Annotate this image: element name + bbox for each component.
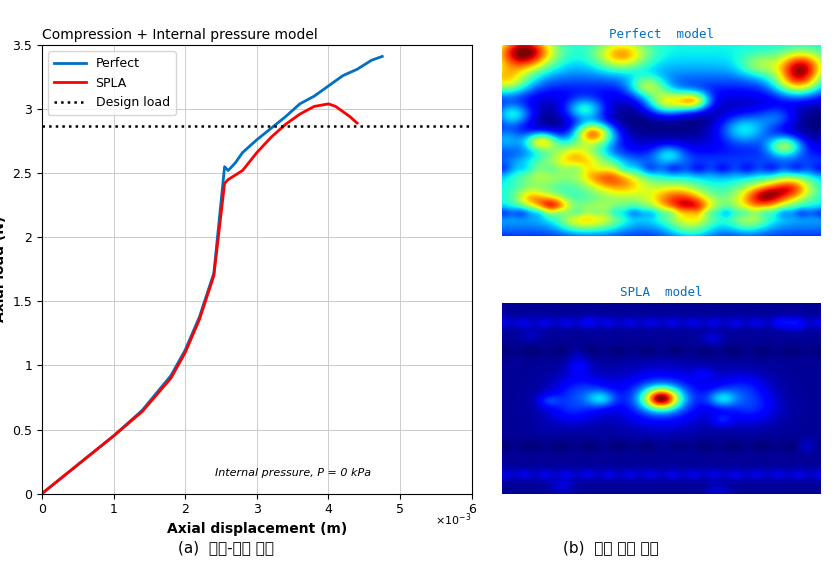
SPLA xyxy=(44,485,54,491)
SPLA xyxy=(330,103,340,110)
Perfect xyxy=(230,159,240,166)
Perfect xyxy=(194,314,204,320)
SPLA xyxy=(338,108,348,115)
Line: SPLA: SPLA xyxy=(42,104,357,494)
Perfect xyxy=(223,167,233,174)
Perfect xyxy=(219,163,229,170)
SPLA xyxy=(37,490,47,497)
Y-axis label: Axial load (N): Axial load (N) xyxy=(0,216,7,323)
SPLA xyxy=(280,121,290,128)
Perfect xyxy=(37,490,47,497)
SPLA xyxy=(194,316,204,323)
Text: Compression + Internal pressure model: Compression + Internal pressure model xyxy=(42,28,317,42)
Perfect xyxy=(79,456,89,462)
X-axis label: Axial displacement (m): Axial displacement (m) xyxy=(166,522,347,536)
Perfect xyxy=(280,113,290,120)
SPLA xyxy=(137,408,147,415)
Legend: Perfect, SPLA, Design load: Perfect, SPLA, Design load xyxy=(48,51,176,115)
SPLA xyxy=(180,350,190,356)
Perfect xyxy=(266,125,276,132)
Perfect xyxy=(109,433,119,439)
Perfect xyxy=(366,57,376,63)
Perfect xyxy=(252,136,262,143)
Text: (b)  전역 좌굴 형상: (b) 전역 좌굴 형상 xyxy=(563,540,658,555)
SPLA xyxy=(308,103,319,110)
Perfect xyxy=(338,72,348,79)
SPLA xyxy=(237,167,247,174)
SPLA xyxy=(109,433,119,439)
SPLA xyxy=(219,180,229,187)
Text: (a)  하중-변위 곡선: (a) 하중-변위 곡선 xyxy=(178,540,273,555)
SPLA xyxy=(208,272,218,279)
Perfect xyxy=(308,93,319,99)
Perfect xyxy=(377,53,387,60)
Perfect xyxy=(237,149,247,156)
Perfect xyxy=(59,473,69,480)
SPLA xyxy=(352,119,362,126)
Title: SPLA  model: SPLA model xyxy=(619,286,701,299)
Perfect xyxy=(44,485,54,491)
Perfect xyxy=(352,66,362,72)
Perfect xyxy=(180,347,190,353)
Perfect xyxy=(208,270,218,277)
Text: $\times10^{-3}$: $\times10^{-3}$ xyxy=(435,512,472,528)
SPLA xyxy=(79,456,89,462)
Text: Internal pressure, P = 0 kPa: Internal pressure, P = 0 kPa xyxy=(214,468,370,479)
SPLA xyxy=(252,149,262,156)
SPLA xyxy=(223,176,233,183)
SPLA xyxy=(344,113,354,120)
SPLA xyxy=(166,375,176,381)
Title: Perfect  model: Perfect model xyxy=(608,28,712,41)
Perfect xyxy=(294,100,304,107)
SPLA xyxy=(323,100,333,107)
SPLA xyxy=(59,473,69,480)
Perfect xyxy=(323,82,333,89)
Line: Perfect: Perfect xyxy=(42,57,382,494)
SPLA xyxy=(294,111,304,117)
SPLA xyxy=(266,134,276,141)
Perfect xyxy=(166,373,176,379)
Perfect xyxy=(137,407,147,413)
